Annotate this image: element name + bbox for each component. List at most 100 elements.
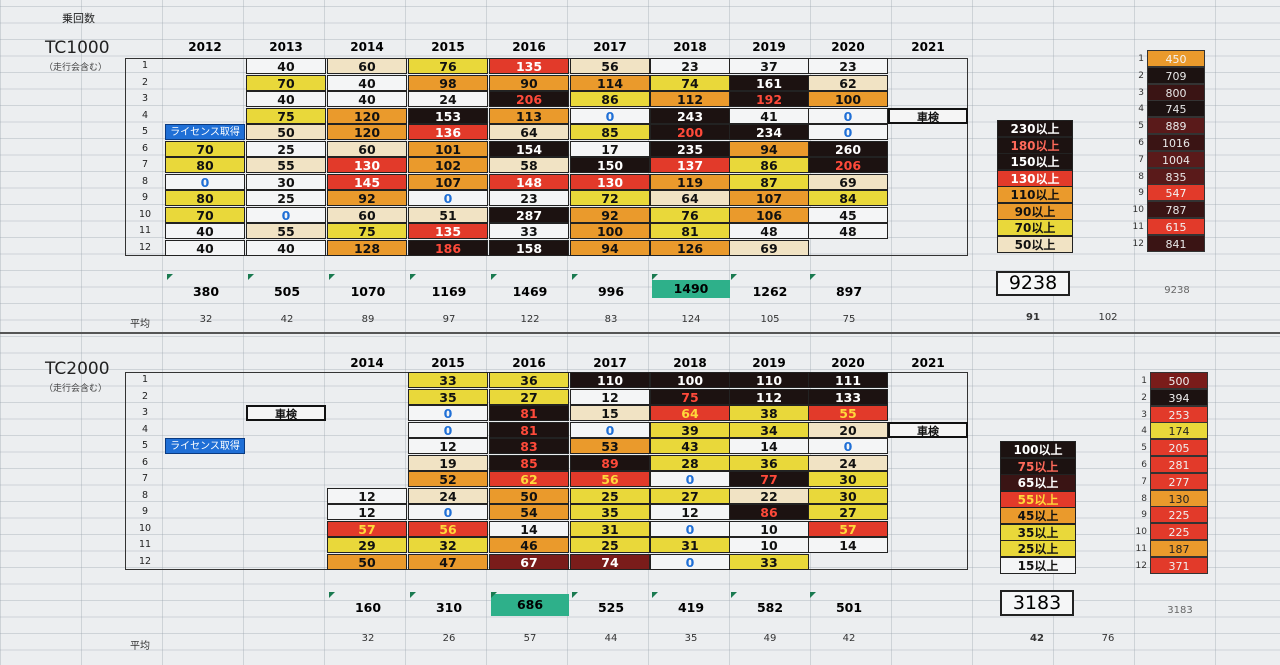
- tc2000-row-number: 8: [141, 489, 149, 501]
- tc2000-cell: 57: [327, 520, 407, 537]
- tc2000-cell: 31: [650, 537, 730, 553]
- tc2000-grand-total: 3183: [1000, 590, 1074, 616]
- tc2000-rank-number: 9: [1141, 510, 1147, 521]
- tc1000-cell: 45: [808, 206, 888, 223]
- comment-marker: [572, 274, 578, 280]
- tc2000-cell: 0: [650, 553, 730, 570]
- tc2000-cell: 86: [729, 504, 809, 520]
- comment-marker: [652, 592, 658, 598]
- shaken-badge: 車検: [888, 421, 968, 438]
- tc1000-row-number: 6: [141, 142, 149, 154]
- tc1000-cell: 206: [489, 91, 569, 107]
- tc2000-rank-number: 10: [1135, 527, 1147, 538]
- tc1000-cell: 92: [570, 206, 650, 223]
- tc1000-cell: 40: [165, 223, 245, 239]
- tc1000-cell: 76: [408, 58, 488, 74]
- tc2000-cell: 38: [729, 405, 809, 421]
- tc1000-rank-number: 7: [1138, 154, 1144, 165]
- tc2000-legend-item: 100以上: [1000, 441, 1076, 458]
- tc2000-cell: 24: [808, 454, 888, 471]
- tc1000-total: 1490: [652, 280, 730, 298]
- tc1000-cell: 25: [246, 140, 326, 157]
- tc1000-cell: 136: [408, 124, 488, 140]
- tc1000-rank-number: 11: [1132, 222, 1144, 232]
- tc1000-cell: 128: [327, 239, 407, 256]
- tc2000-cell: 14: [729, 438, 809, 454]
- tc2000-legend-item: 15以上: [1000, 556, 1076, 574]
- tc2000-grand-average: 42: [1030, 633, 1044, 644]
- tc2000-cell: 0: [570, 421, 650, 438]
- tc1000-rank-value: 835: [1147, 167, 1205, 185]
- tc2000-cell: 0: [650, 471, 730, 487]
- tc1000-cell: 69: [729, 239, 809, 256]
- tc2000-cell: 33: [729, 553, 809, 570]
- tc1000-average: 42: [280, 314, 294, 325]
- tc1000-cell: 60: [327, 58, 407, 74]
- tc2000-cell: 55: [808, 405, 888, 421]
- tc1000-cell: 70: [165, 140, 245, 157]
- tc2000-cell: 28: [650, 454, 730, 471]
- tc1000-cell: 0: [165, 173, 245, 190]
- tc2000-cell: 32: [408, 537, 488, 553]
- tc2000-year-2016: 2016: [512, 356, 546, 370]
- tc2000-cell: 110: [729, 372, 809, 388]
- tc1000-total: 897: [835, 284, 863, 299]
- tc2000-rank-number: 12: [1135, 560, 1147, 571]
- tc2000-cell: 56: [570, 471, 650, 487]
- tc1000-cell: 30: [246, 173, 326, 190]
- tc1000-cell: 92: [327, 190, 407, 206]
- tc1000-cell: 48: [808, 223, 888, 239]
- tc2000-cell: 25: [570, 487, 650, 504]
- comment-marker: [329, 592, 335, 598]
- tc1000-cell: 37: [729, 58, 809, 74]
- license-badge: ライセンス取得: [165, 124, 245, 140]
- tc1000-cell: 100: [570, 223, 650, 239]
- tc1000-average: 89: [361, 314, 375, 325]
- tc1000-cell: 120: [327, 107, 407, 124]
- tc2000-rank-value: 281: [1150, 456, 1208, 473]
- tc1000-grand-average-2: 102: [1098, 312, 1118, 323]
- tc2000-total: 525: [597, 600, 625, 615]
- tc1000-cell: 120: [327, 124, 407, 140]
- tc1000-cell: 23: [808, 58, 888, 74]
- tc1000-cell: 234: [729, 124, 809, 140]
- tc2000-legend-item: 35以上: [1000, 523, 1076, 541]
- tc1000-rank-value: 547: [1147, 184, 1205, 202]
- tc1000-cell: 25: [246, 190, 326, 206]
- tc1000-cell: 55: [246, 223, 326, 239]
- tc2000-year-2018: 2018: [673, 356, 707, 370]
- tc1000-row-number: 8: [141, 175, 149, 187]
- tc2000-cell: 43: [650, 438, 730, 454]
- tc2000-cell: 12: [327, 487, 407, 504]
- tc1000-rank-value: 450: [1147, 50, 1205, 67]
- tc2000-rank-number: 5: [1141, 443, 1147, 454]
- tc1000-cell: 150: [570, 157, 650, 173]
- tc2000-cell: 34: [729, 421, 809, 438]
- comment-marker: [731, 592, 737, 598]
- tc2000-rank-number: 8: [1141, 493, 1147, 504]
- tc2000-rank-value: 394: [1150, 388, 1208, 406]
- tc2000-row-number: 11: [138, 539, 152, 550]
- tc1000-row-number: 10: [138, 208, 152, 220]
- tc1000-average: 105: [760, 314, 780, 325]
- tc1000-row-number: 5: [141, 126, 149, 137]
- tc2000-rank-value: 225: [1150, 506, 1208, 524]
- section-divider: [0, 332, 1280, 334]
- tc1000-rank-number: 10: [1132, 205, 1144, 216]
- tc1000-rank-value: 889: [1147, 117, 1205, 135]
- tc1000-year-2014: 2014: [350, 40, 384, 54]
- tc1000-cell: 113: [489, 107, 569, 124]
- tc2000-legend-item: 75以上: [1000, 457, 1076, 475]
- tc2000-cell: 31: [570, 520, 650, 537]
- tc2000-cell: 74: [570, 553, 650, 570]
- tc1000-cell: 23: [650, 58, 730, 74]
- tc1000-cell: 112: [650, 91, 730, 107]
- tc1000-cell: 60: [327, 206, 407, 223]
- tc2000-cell: 24: [408, 487, 488, 504]
- tc1000-year-2013: 2013: [269, 40, 303, 54]
- tc1000-average: 122: [520, 314, 540, 325]
- tc1000-rank-number: 2: [1138, 70, 1144, 81]
- tc1000-cell: 0: [570, 107, 650, 124]
- tc1000-year-2018: 2018: [673, 40, 707, 54]
